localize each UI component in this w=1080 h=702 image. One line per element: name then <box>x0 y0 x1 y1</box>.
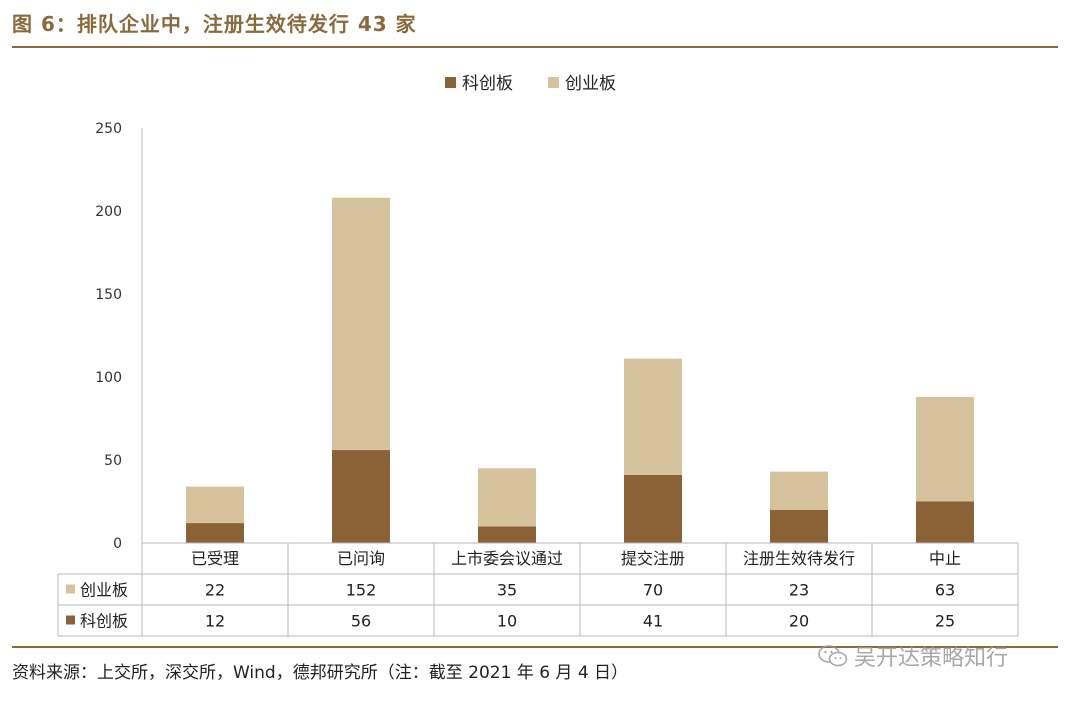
category-label: 中止 <box>929 549 961 568</box>
table-row-label-1: 创业板 <box>80 581 128 600</box>
table-cell: 22 <box>205 581 225 600</box>
footer-rule <box>12 646 1058 648</box>
table-row-label-0: 科创板 <box>80 612 128 631</box>
legend-swatch-0 <box>445 77 456 88</box>
bar-0-3 <box>624 474 682 543</box>
table-cell: 12 <box>205 612 225 631</box>
legend-swatch-1 <box>548 77 559 88</box>
watermark-text: 吴开达策略知行 <box>854 646 1009 671</box>
bar-0-2 <box>478 526 536 543</box>
table-cell: 56 <box>351 612 371 631</box>
wechat-icon <box>818 645 848 667</box>
bars <box>186 197 974 543</box>
bar-1-1 <box>332 197 390 451</box>
legend-label-0: 科创板 <box>462 74 513 94</box>
table-row-swatch-1 <box>66 584 75 594</box>
category-label: 上市委会议通过 <box>451 549 563 568</box>
table-cell: 23 <box>789 581 809 600</box>
bar-1-5 <box>916 396 974 502</box>
bar-1-2 <box>478 468 536 527</box>
table-cell: 41 <box>643 612 663 631</box>
table-cell: 25 <box>935 612 955 631</box>
legend-label-1: 创业板 <box>565 74 616 94</box>
y-axis: 0 50 100 150 200 250 <box>95 121 122 552</box>
y-tick-label: 100 <box>95 370 122 386</box>
y-tick-label: 50 <box>104 453 122 469</box>
table-cell: 152 <box>346 581 377 600</box>
bar-0-0 <box>186 523 244 543</box>
bar-1-4 <box>770 471 828 510</box>
category-label: 注册生效待发行 <box>743 549 855 568</box>
table-row-swatch-0 <box>66 615 75 625</box>
bar-0-5 <box>916 501 974 543</box>
table-cell: 10 <box>497 612 517 631</box>
bar-0-4 <box>770 509 828 543</box>
y-tick-label: 150 <box>95 287 122 303</box>
y-tick-label: 200 <box>95 204 122 220</box>
source-note: 资料来源：上交所，深交所，Wind，德邦研究所（注：截至 2021 年 6 月 … <box>12 663 629 683</box>
category-label: 已受理 <box>191 549 239 568</box>
table-cell: 35 <box>497 581 517 600</box>
y-tick-label: 250 <box>95 121 122 137</box>
category-label: 提交注册 <box>621 549 685 568</box>
table-cell: 63 <box>935 581 955 600</box>
y-tick-label: 0 <box>113 536 122 552</box>
category-label: 已问询 <box>337 549 385 568</box>
bar-1-0 <box>186 486 244 524</box>
figure-title: 图 6：排队企业中，注册生效待发行 43 家 <box>12 12 417 36</box>
header-rule <box>12 46 1058 48</box>
table-cell: 70 <box>643 581 663 600</box>
table-cell: 20 <box>789 612 809 631</box>
bar-0-1 <box>332 450 390 543</box>
legend: 科创板 创业板 <box>445 74 616 94</box>
watermark: 吴开达策略知行 <box>818 640 1008 672</box>
bar-1-3 <box>624 358 682 475</box>
